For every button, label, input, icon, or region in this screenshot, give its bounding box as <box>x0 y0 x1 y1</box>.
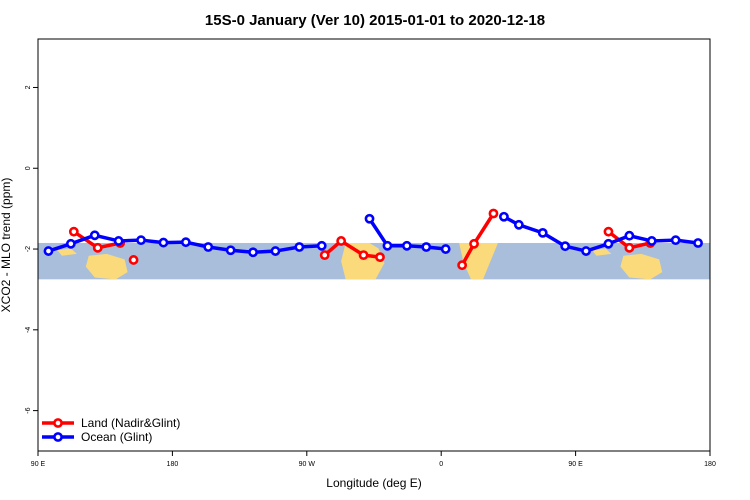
data-point <box>158 237 169 248</box>
x-ticks: 90 E 180 90 W 0 90 E 180 <box>31 451 716 468</box>
series-line <box>503 215 699 253</box>
land-mass <box>592 248 612 256</box>
y-tick-label: 0 <box>25 166 32 170</box>
data-point <box>336 236 347 246</box>
plot-series <box>43 208 703 271</box>
data-point <box>382 240 393 251</box>
x-tick-label: 90 E <box>31 461 46 468</box>
data-point <box>693 238 703 248</box>
x-axis-label: Longitude (deg E) <box>326 476 421 490</box>
x-tick-label: 180 <box>704 461 716 468</box>
data-point <box>581 246 591 256</box>
data-point <box>92 242 103 253</box>
y-tick-label: -4 <box>25 327 32 333</box>
plot-frame <box>37 38 711 452</box>
data-point <box>537 227 548 238</box>
legend-label: Ocean (Glint) <box>81 430 152 444</box>
legend-swatch-marker <box>53 432 63 442</box>
data-point <box>68 226 79 237</box>
data-point <box>180 237 191 248</box>
data-point <box>469 238 479 249</box>
data-point <box>603 226 614 237</box>
data-point <box>128 255 139 265</box>
data-point <box>375 252 385 263</box>
y-axis-label: XCO2 - MLO trend (ppm) <box>0 178 13 313</box>
legend: Land (Nadir&Glint)Ocean (Glint) <box>42 416 180 444</box>
data-point <box>319 250 330 260</box>
series-line <box>323 239 381 259</box>
x-tick-label: 180 <box>167 461 179 468</box>
data-point <box>646 236 657 246</box>
land-mass <box>57 248 77 256</box>
data-point <box>89 230 100 241</box>
data-point <box>670 235 681 246</box>
data-point <box>65 238 76 249</box>
data-point <box>364 213 375 224</box>
data-point <box>225 245 236 256</box>
legend-label: Land (Nadir&Glint) <box>81 416 180 430</box>
data-point <box>203 242 214 252</box>
y-tick-label: -2 <box>25 246 32 252</box>
x-tick-label: 0 <box>439 461 443 468</box>
data-point <box>113 236 124 246</box>
legend-swatch-marker <box>53 418 63 428</box>
data-point <box>560 241 571 252</box>
data-point <box>294 242 305 252</box>
y-tick-label: -6 <box>25 407 32 413</box>
data-point <box>270 246 281 256</box>
data-point <box>603 238 614 249</box>
data-point <box>624 242 635 253</box>
y-tick-label: 2 <box>25 85 32 89</box>
data-point <box>401 240 412 251</box>
data-point <box>624 230 635 241</box>
data-point <box>248 247 258 258</box>
land-mass <box>85 253 128 280</box>
data-point <box>316 240 327 251</box>
data-point <box>43 246 54 256</box>
land-mass <box>341 242 385 280</box>
data-point <box>499 211 509 222</box>
data-point <box>440 244 451 254</box>
land-mass <box>620 253 663 280</box>
chart-title: 15S-0 January (Ver 10) 2015-01-01 to 202… <box>205 12 545 29</box>
x-tick-label: 90 W <box>299 461 316 468</box>
y-ticks: 2 0 -2 -4 -6 <box>25 85 38 414</box>
data-point <box>421 242 432 252</box>
x-tick-label: 90 E <box>568 461 583 468</box>
data-point <box>358 250 369 260</box>
data-point <box>136 235 146 246</box>
data-point <box>513 219 524 230</box>
data-point <box>457 260 468 271</box>
data-point <box>488 208 499 219</box>
